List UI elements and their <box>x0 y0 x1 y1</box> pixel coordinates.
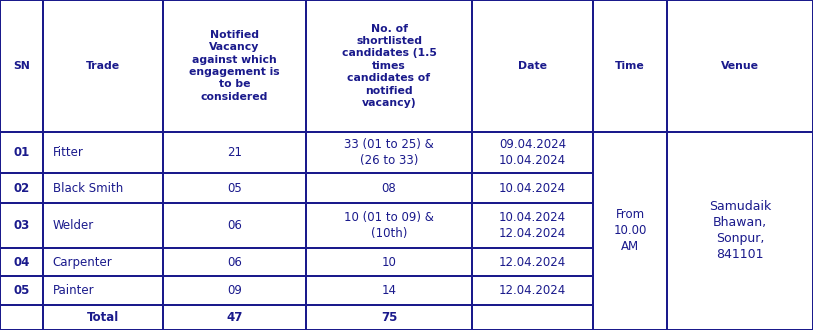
Text: Time: Time <box>615 61 645 71</box>
Bar <box>472 276 593 305</box>
Bar <box>163 173 306 203</box>
Bar <box>163 305 306 330</box>
Bar <box>472 173 593 203</box>
Text: Total: Total <box>87 311 120 324</box>
Text: Venue: Venue <box>721 61 759 71</box>
Bar <box>43 132 163 173</box>
Bar <box>43 203 163 248</box>
Bar <box>472 203 593 248</box>
Text: 10 (01 to 09) &
(10th): 10 (01 to 09) & (10th) <box>344 211 434 240</box>
Text: 12.04.2024: 12.04.2024 <box>499 284 566 297</box>
Bar <box>306 248 472 276</box>
Bar <box>667 0 813 132</box>
Text: 06: 06 <box>227 219 242 232</box>
Bar <box>0 132 43 173</box>
Text: 05: 05 <box>227 182 242 195</box>
Bar <box>472 305 593 330</box>
Bar <box>43 305 163 330</box>
Text: Notified
Vacancy
against which
engagement is
to be
considered: Notified Vacancy against which engagemen… <box>189 30 280 102</box>
Text: 10: 10 <box>381 255 397 269</box>
Bar <box>0 203 43 248</box>
Bar <box>163 276 306 305</box>
Text: 06: 06 <box>227 255 242 269</box>
Text: 09.04.2024
10.04.2024: 09.04.2024 10.04.2024 <box>499 138 566 167</box>
Bar <box>306 173 472 203</box>
Bar <box>306 0 472 132</box>
Bar <box>163 248 306 276</box>
Bar <box>472 0 593 132</box>
Bar <box>163 203 306 248</box>
Bar <box>306 203 472 248</box>
Bar <box>43 248 163 276</box>
Text: 02: 02 <box>14 182 29 195</box>
Text: 21: 21 <box>227 146 242 159</box>
Bar <box>306 276 472 305</box>
Text: Welder: Welder <box>53 219 94 232</box>
Bar <box>0 248 43 276</box>
Bar <box>43 276 163 305</box>
Text: Trade: Trade <box>86 61 120 71</box>
Text: 10.04.2024: 10.04.2024 <box>499 182 566 195</box>
Text: 33 (01 to 25) &
(26 to 33): 33 (01 to 25) & (26 to 33) <box>344 138 434 167</box>
Text: 08: 08 <box>381 182 397 195</box>
Bar <box>0 276 43 305</box>
Bar <box>0 0 43 132</box>
Text: 14: 14 <box>381 284 397 297</box>
Bar <box>306 305 472 330</box>
Text: 10.04.2024
12.04.2024: 10.04.2024 12.04.2024 <box>499 211 566 240</box>
Bar <box>593 132 667 330</box>
Text: Black Smith: Black Smith <box>53 182 123 195</box>
Text: 03: 03 <box>14 219 29 232</box>
Bar <box>163 0 306 132</box>
Text: 47: 47 <box>226 311 243 324</box>
Text: Date: Date <box>518 61 547 71</box>
Bar <box>43 173 163 203</box>
Text: Samudaik
Bhawan,
Sonpur,
841101: Samudaik Bhawan, Sonpur, 841101 <box>709 200 772 261</box>
Text: 01: 01 <box>14 146 29 159</box>
Text: Painter: Painter <box>53 284 94 297</box>
Bar <box>306 132 472 173</box>
Text: From
10.00
AM: From 10.00 AM <box>613 208 647 253</box>
Bar <box>163 132 306 173</box>
Bar <box>667 132 813 330</box>
Text: Fitter: Fitter <box>53 146 84 159</box>
Text: 09: 09 <box>227 284 242 297</box>
Text: 04: 04 <box>13 255 30 269</box>
Bar <box>43 0 163 132</box>
Bar <box>0 173 43 203</box>
Text: Carpenter: Carpenter <box>53 255 112 269</box>
Text: 75: 75 <box>380 311 398 324</box>
Bar <box>472 248 593 276</box>
Text: No. of
shortlisted
candidates (1.5
times
candidates of
notified
vacancy): No. of shortlisted candidates (1.5 times… <box>341 24 437 108</box>
Bar <box>593 0 667 132</box>
Bar <box>472 132 593 173</box>
Text: 05: 05 <box>13 284 30 297</box>
Bar <box>0 305 43 330</box>
Text: SN: SN <box>13 61 30 71</box>
Text: 12.04.2024: 12.04.2024 <box>499 255 566 269</box>
